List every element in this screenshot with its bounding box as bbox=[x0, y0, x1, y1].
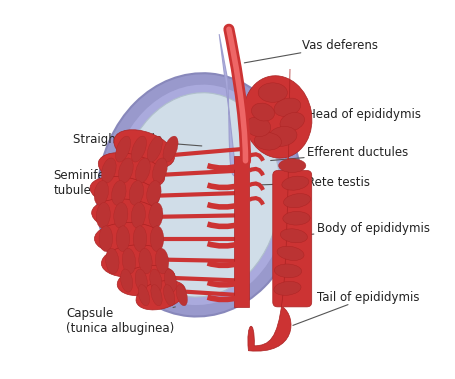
Ellipse shape bbox=[114, 202, 128, 228]
Ellipse shape bbox=[151, 285, 162, 306]
Ellipse shape bbox=[90, 176, 159, 210]
Ellipse shape bbox=[98, 153, 165, 188]
Ellipse shape bbox=[122, 248, 136, 274]
Ellipse shape bbox=[136, 280, 186, 310]
Ellipse shape bbox=[163, 136, 178, 162]
Text: Head of epididymis: Head of epididymis bbox=[273, 108, 421, 124]
Ellipse shape bbox=[163, 285, 175, 306]
Ellipse shape bbox=[254, 133, 282, 150]
Ellipse shape bbox=[278, 159, 306, 172]
Ellipse shape bbox=[277, 246, 304, 260]
Text: Body of epididymis: Body of epididymis bbox=[297, 222, 430, 235]
Ellipse shape bbox=[246, 117, 271, 136]
Text: Straight tubule: Straight tubule bbox=[73, 133, 202, 146]
Ellipse shape bbox=[91, 199, 162, 232]
Ellipse shape bbox=[138, 285, 150, 306]
Ellipse shape bbox=[139, 248, 152, 274]
Ellipse shape bbox=[152, 158, 167, 183]
Ellipse shape bbox=[149, 202, 163, 228]
Polygon shape bbox=[234, 156, 249, 307]
Ellipse shape bbox=[258, 83, 288, 102]
Ellipse shape bbox=[118, 158, 133, 183]
Ellipse shape bbox=[131, 136, 147, 162]
Ellipse shape bbox=[129, 180, 144, 205]
Ellipse shape bbox=[119, 93, 280, 297]
Ellipse shape bbox=[147, 180, 161, 205]
Ellipse shape bbox=[283, 194, 311, 208]
Text: Vas deferens: Vas deferens bbox=[244, 39, 378, 63]
Ellipse shape bbox=[116, 136, 131, 162]
Ellipse shape bbox=[116, 226, 130, 252]
Ellipse shape bbox=[95, 222, 163, 255]
Ellipse shape bbox=[136, 158, 150, 183]
Ellipse shape bbox=[252, 103, 274, 121]
Ellipse shape bbox=[133, 226, 147, 252]
Ellipse shape bbox=[164, 269, 177, 292]
Ellipse shape bbox=[94, 180, 109, 205]
Ellipse shape bbox=[111, 180, 126, 205]
Ellipse shape bbox=[97, 73, 302, 316]
Ellipse shape bbox=[101, 245, 167, 277]
Ellipse shape bbox=[121, 269, 133, 292]
Ellipse shape bbox=[147, 136, 162, 162]
Text: Seminiferous
tubule: Seminiferous tubule bbox=[54, 169, 142, 197]
Ellipse shape bbox=[283, 211, 310, 225]
PathPatch shape bbox=[248, 307, 291, 351]
Text: Efferent ductules: Efferent ductules bbox=[271, 146, 408, 161]
Ellipse shape bbox=[274, 98, 301, 116]
Ellipse shape bbox=[282, 176, 309, 190]
Text: Rete testis: Rete testis bbox=[256, 176, 370, 189]
Ellipse shape bbox=[101, 158, 116, 183]
Ellipse shape bbox=[117, 265, 175, 296]
Ellipse shape bbox=[150, 226, 164, 252]
FancyBboxPatch shape bbox=[273, 171, 312, 307]
Ellipse shape bbox=[274, 282, 301, 295]
Ellipse shape bbox=[131, 202, 146, 228]
Ellipse shape bbox=[274, 264, 302, 278]
Ellipse shape bbox=[106, 248, 119, 274]
Text: Tail of epididymis: Tail of epididymis bbox=[293, 291, 419, 326]
PathPatch shape bbox=[219, 34, 236, 176]
Ellipse shape bbox=[150, 269, 162, 292]
Ellipse shape bbox=[96, 202, 110, 228]
Ellipse shape bbox=[109, 84, 290, 306]
Ellipse shape bbox=[243, 76, 312, 158]
Ellipse shape bbox=[268, 127, 297, 146]
Ellipse shape bbox=[280, 113, 304, 131]
Ellipse shape bbox=[135, 269, 147, 292]
Ellipse shape bbox=[99, 226, 113, 252]
Ellipse shape bbox=[280, 229, 308, 243]
Ellipse shape bbox=[176, 285, 187, 306]
Ellipse shape bbox=[114, 130, 174, 168]
Ellipse shape bbox=[155, 248, 169, 274]
Text: Capsule
(tunica albuginea): Capsule (tunica albuginea) bbox=[66, 307, 175, 335]
